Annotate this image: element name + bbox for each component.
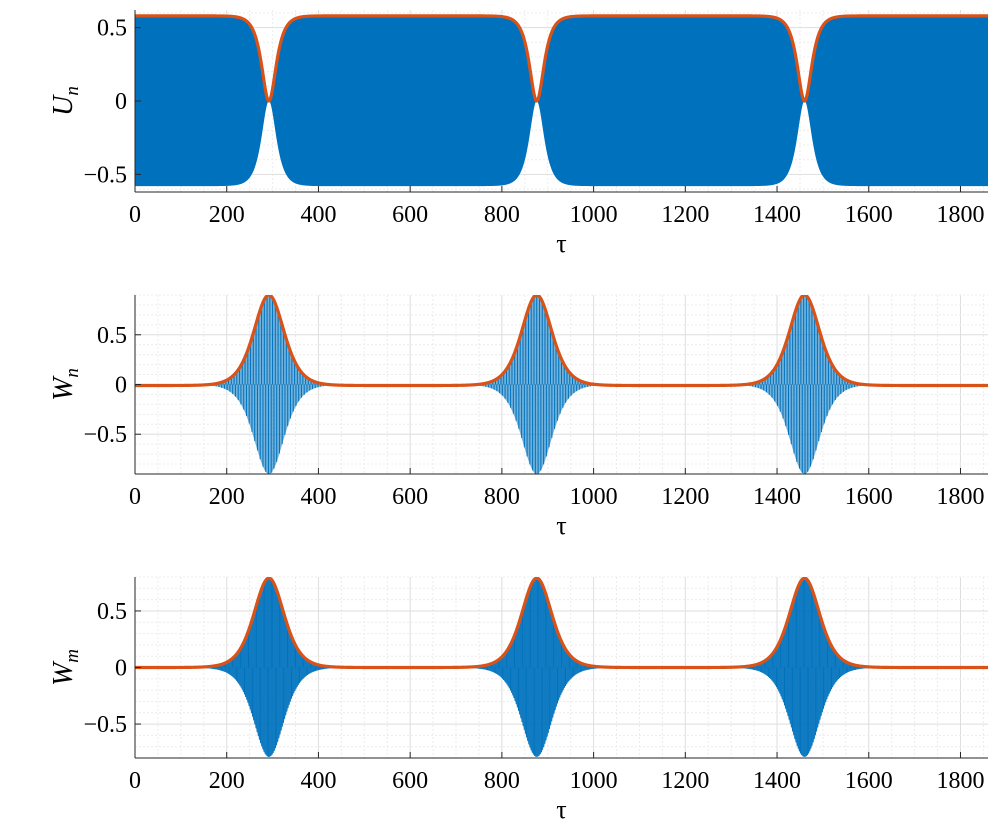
x-tick-label: 1400 <box>753 768 801 794</box>
oscillation-series <box>135 15 988 187</box>
envelope-line <box>135 577 988 670</box>
x-tick-label: 1800 <box>936 484 984 510</box>
y-tick-label: 0 <box>115 656 127 682</box>
x-tick-label: 1600 <box>845 202 893 228</box>
y-tick-label: −0.5 <box>83 712 127 738</box>
x-tick-label: 200 <box>209 484 245 510</box>
envelope-line <box>135 295 988 388</box>
y-axis-label: Un <box>48 86 83 116</box>
x-tick-label: 1800 <box>936 202 984 228</box>
y-tick-label: 0 <box>115 373 127 399</box>
y-tick-label: −0.5 <box>83 162 127 188</box>
x-tick-label: 800 <box>484 484 520 510</box>
panel-un: 0 200 400 600 800 1000 1200 1400 1600 18000.50−0.… <box>48 10 988 258</box>
y-tick-label: 0.5 <box>97 599 127 625</box>
envelope-line <box>135 14 988 103</box>
x-tick-label: 1000 <box>570 768 618 794</box>
x-tick-label: 0 <box>129 484 141 510</box>
x-tick-label: 800 <box>484 202 520 228</box>
x-tick-label: 0 <box>129 202 141 228</box>
x-tick-label: 1600 <box>845 768 893 794</box>
x-tick-label: 800 <box>484 768 520 794</box>
x-axis-label: τ <box>556 795 566 824</box>
x-tick-label: 1400 <box>753 484 801 510</box>
y-tick-label: 0 <box>115 89 127 115</box>
y-tick-label: 0.5 <box>97 323 127 349</box>
x-tick-label: 1600 <box>845 484 893 510</box>
x-tick-label: 1800 <box>936 768 984 794</box>
envelope-series <box>135 295 988 388</box>
x-tick-label: 1000 <box>570 202 618 228</box>
x-axis-label: τ <box>556 229 566 258</box>
y-axis-label: Wn <box>48 368 83 401</box>
x-axis-label: τ <box>556 511 566 540</box>
x-tick-label: 400 <box>300 768 336 794</box>
x-tick-label: 1400 <box>753 202 801 228</box>
envelope-series <box>135 14 988 103</box>
x-tick-label: 1200 <box>661 484 709 510</box>
x-tick-label: 400 <box>300 202 336 228</box>
y-tick-label: 0.5 <box>97 16 127 42</box>
y-axis-label: Wm <box>48 649 83 686</box>
x-tick-label: 600 <box>392 484 428 510</box>
oscillation-band <box>135 15 988 187</box>
panel-wm: 0 200 400 600 800 1000 1200 1400 1600 1800 0.5 0 −0.… <box>48 576 988 824</box>
x-tick-label: 600 <box>392 768 428 794</box>
x-tick-label: 600 <box>392 202 428 228</box>
x-tick-label: 200 <box>209 202 245 228</box>
envelope-series <box>135 577 988 670</box>
y-tick-label: −0.5 <box>83 422 127 448</box>
panel-wn: 0 200 400 600 800 1000 1200 1400 1600 1800 0.5 0 −0.… <box>48 294 988 540</box>
x-tick-label: 200 <box>209 768 245 794</box>
x-tick-label: 1000 <box>570 484 618 510</box>
x-tick-label: 1200 <box>661 768 709 794</box>
x-tick-label: 1200 <box>661 202 709 228</box>
x-tick-label: 400 <box>300 484 336 510</box>
x-tick-label: 0 <box>129 768 141 794</box>
